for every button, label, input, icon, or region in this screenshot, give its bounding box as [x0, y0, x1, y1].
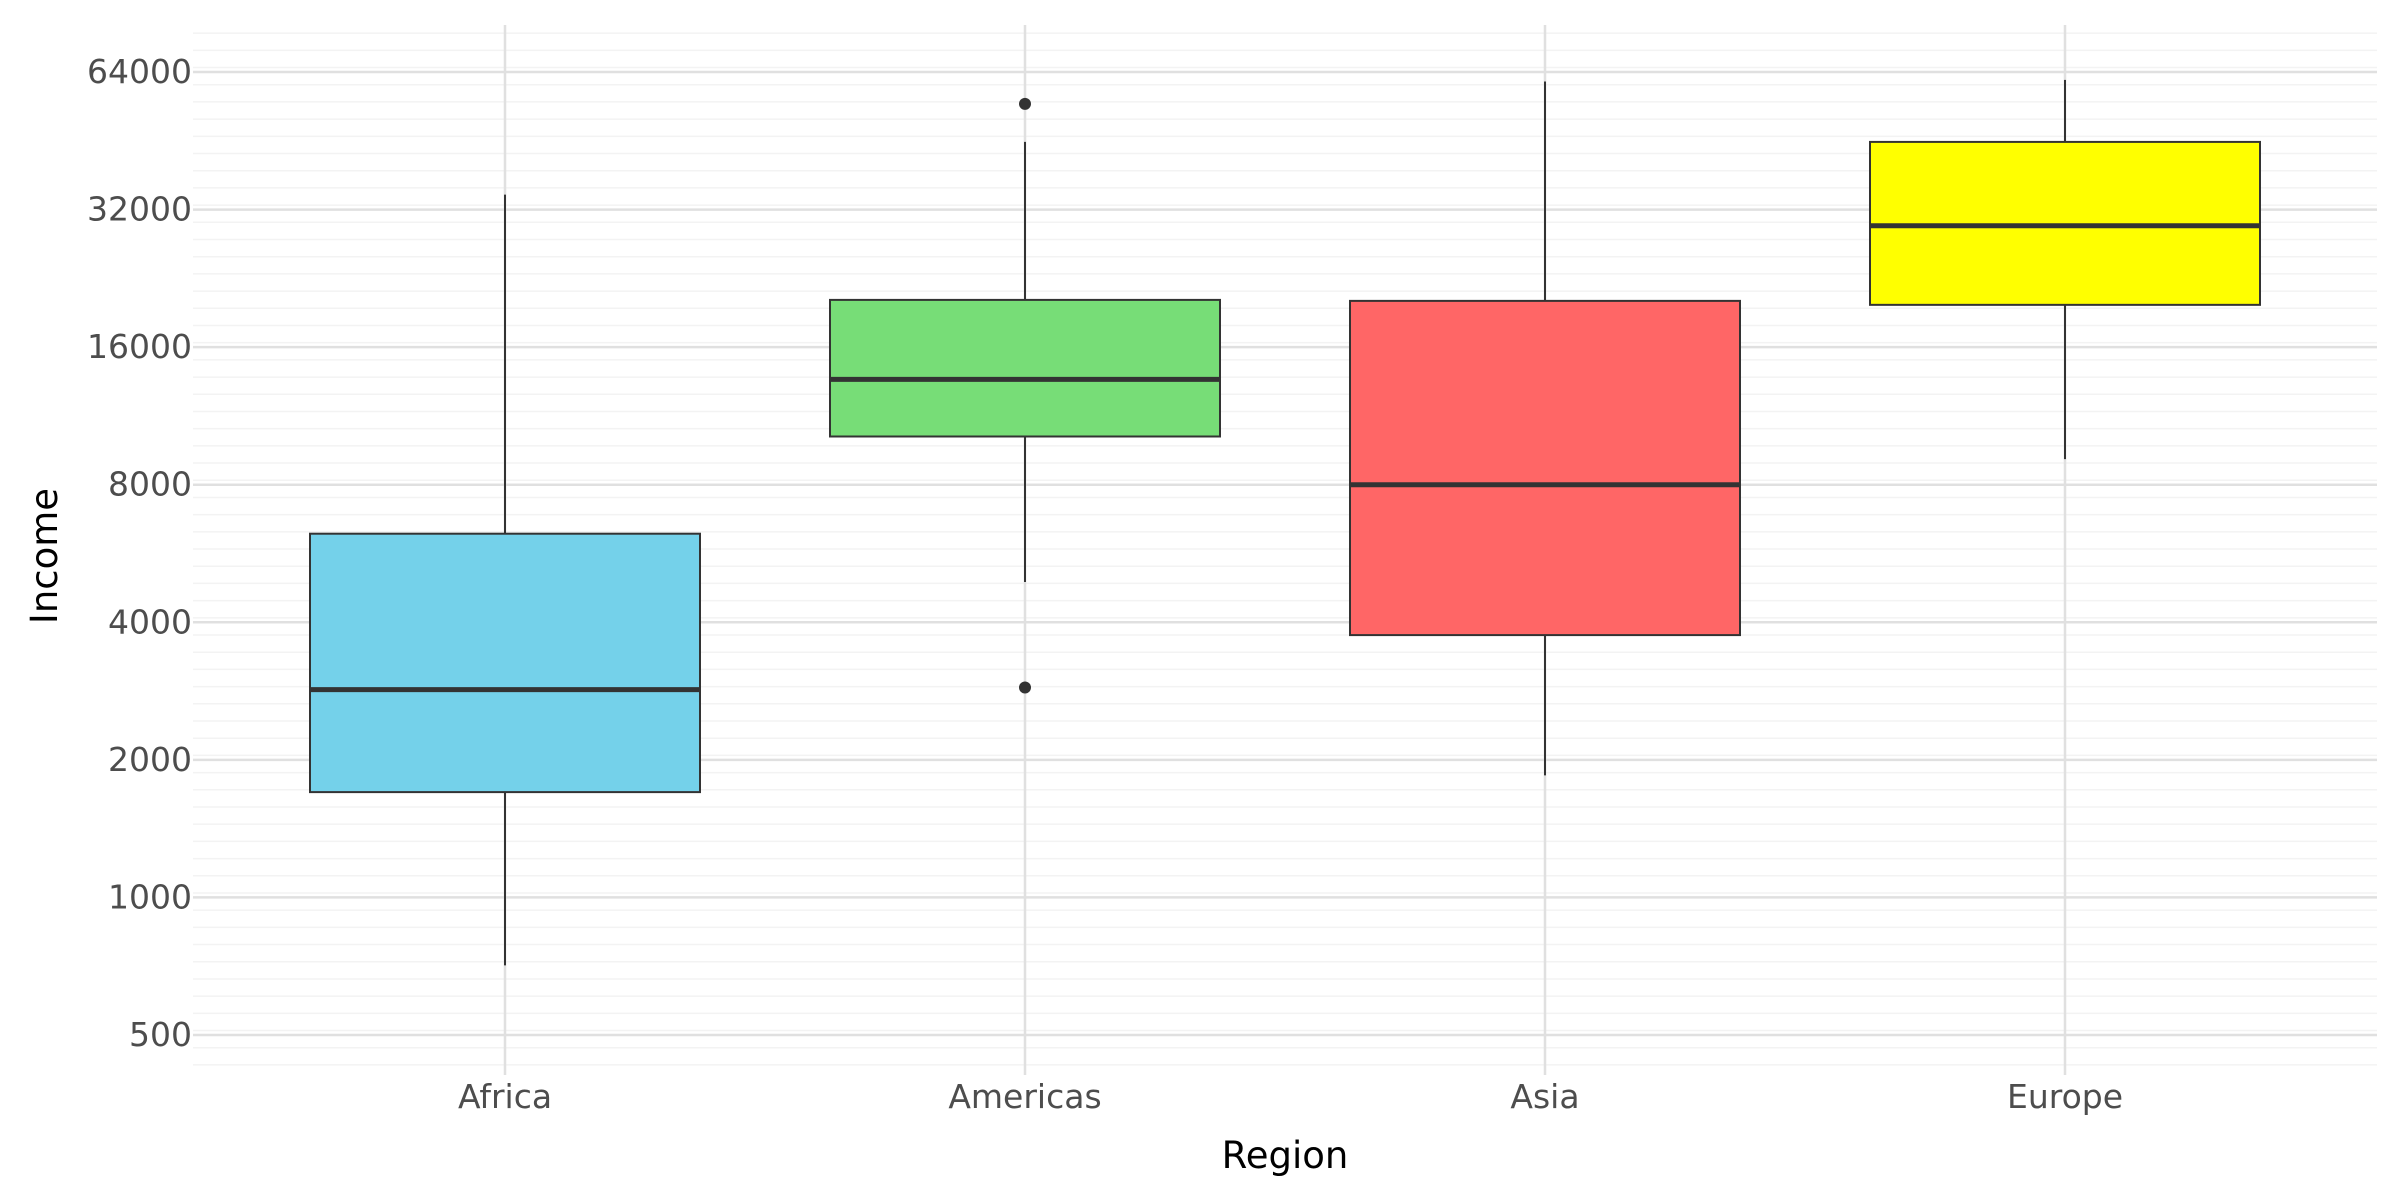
box-layer [309, 79, 2261, 966]
tick-layer: 500 1000 2000 4000 8000 16000 32000 64000 Africa… [87, 52, 2123, 1116]
y-tick-label: 64000 [87, 52, 192, 91]
x-tick-label: Asia [1510, 1077, 1579, 1116]
y-tick-label: 2000 [108, 740, 192, 779]
x-tick-label: Europe [2007, 1077, 2123, 1116]
y-tick-label: 16000 [87, 327, 192, 366]
y-tick-label: 32000 [87, 190, 192, 229]
x-axis-title: Region [1222, 1134, 1349, 1177]
y-tick-label: 8000 [108, 465, 192, 504]
y-axis-title: Income [23, 488, 66, 624]
y-tick-label: 4000 [108, 602, 192, 641]
box-asia [1349, 299, 1741, 637]
outlier-point-americas [1019, 681, 1031, 694]
x-tick-label: Americas [948, 1077, 1101, 1116]
box-africa [309, 532, 701, 794]
y-tick-label: 500 [129, 1015, 192, 1054]
outlier-point-americas [1019, 97, 1031, 110]
y-tick-label: 1000 [108, 877, 192, 916]
x-tick-label: Africa [458, 1077, 552, 1116]
box-americas [829, 298, 1221, 438]
